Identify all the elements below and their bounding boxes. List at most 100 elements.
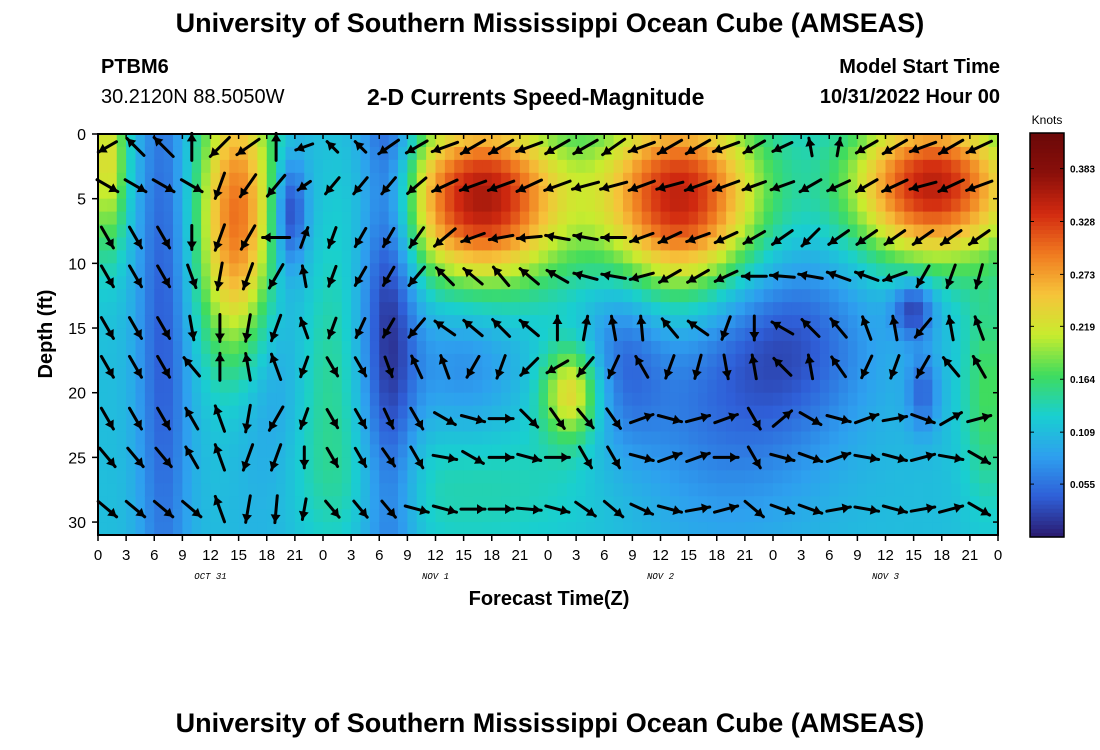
heatmap-cell bbox=[201, 483, 212, 497]
heatmap-cell bbox=[932, 392, 943, 407]
heatmap-cell bbox=[941, 198, 952, 213]
heatmap-cell bbox=[698, 276, 708, 290]
heatmap-cell bbox=[304, 185, 315, 200]
heatmap-cell bbox=[819, 366, 830, 381]
heatmap-cell bbox=[623, 522, 633, 536]
heatmap-cell bbox=[585, 237, 596, 252]
heatmap-cell bbox=[716, 340, 727, 355]
heatmap-cell bbox=[473, 172, 483, 187]
heatmap-cell bbox=[791, 470, 802, 484]
heatmap-cell bbox=[482, 198, 493, 213]
heatmap-cell bbox=[688, 431, 699, 446]
heatmap-cell bbox=[154, 211, 165, 226]
colorbar-segment bbox=[1030, 254, 1064, 259]
heatmap-cell bbox=[154, 276, 165, 290]
heatmap-cell bbox=[126, 496, 137, 510]
current-vector-arrow bbox=[629, 231, 655, 244]
heatmap-cell bbox=[266, 315, 277, 329]
heatmap-cell bbox=[116, 146, 127, 161]
heatmap-cell bbox=[660, 289, 671, 303]
heatmap-cell bbox=[107, 263, 118, 277]
heatmap-cell bbox=[276, 418, 287, 433]
heatmap-cell bbox=[238, 444, 249, 458]
heatmap-cell bbox=[219, 237, 230, 252]
heatmap-cell bbox=[510, 522, 521, 536]
heatmap-cell bbox=[248, 444, 258, 458]
heatmap-cell bbox=[332, 444, 343, 458]
current-vector-arrow bbox=[431, 453, 459, 463]
current-vector-arrow bbox=[881, 452, 908, 464]
heatmap-cell bbox=[210, 470, 221, 484]
heatmap-cell bbox=[482, 276, 493, 290]
heatmap-cell bbox=[407, 457, 418, 471]
heatmap-cell bbox=[313, 509, 324, 523]
heatmap-cell bbox=[107, 289, 118, 303]
heatmap-cell bbox=[529, 172, 540, 187]
heatmap-cell bbox=[801, 172, 812, 187]
heatmap-cell bbox=[285, 276, 296, 290]
heatmap-cell bbox=[838, 224, 849, 239]
heatmap-cell bbox=[444, 250, 455, 264]
heatmap-cell bbox=[932, 185, 943, 200]
heatmap-cell bbox=[248, 522, 258, 536]
heatmap-cell bbox=[98, 237, 108, 252]
heatmap-cell bbox=[238, 159, 249, 174]
current-vector-arrow bbox=[749, 314, 760, 342]
heatmap-cell bbox=[369, 522, 380, 536]
current-vector-arrow bbox=[771, 409, 794, 428]
colorbar-segment bbox=[1030, 399, 1064, 405]
heatmap-cell bbox=[782, 328, 793, 342]
current-vector-arrow bbox=[242, 313, 252, 343]
heatmap-cell bbox=[98, 185, 108, 200]
heatmap-cell bbox=[388, 237, 399, 252]
heatmap-cell bbox=[529, 340, 540, 355]
heatmap-cell bbox=[979, 444, 990, 458]
heatmap-cell bbox=[679, 250, 690, 264]
heatmap-cell bbox=[360, 353, 371, 368]
heatmap-cell bbox=[323, 392, 333, 407]
heatmap-cell bbox=[538, 405, 549, 420]
heatmap-cell bbox=[557, 379, 568, 394]
x-tick-label: 12 bbox=[202, 547, 219, 564]
colorbar-segment bbox=[1030, 436, 1064, 441]
heatmap-cell bbox=[941, 405, 952, 420]
heatmap-cell bbox=[941, 134, 952, 148]
heatmap-cell bbox=[576, 470, 587, 484]
heatmap-cell bbox=[838, 237, 849, 252]
heatmap-cell bbox=[163, 302, 174, 316]
heatmap-cell bbox=[454, 509, 465, 523]
heatmap-cell bbox=[857, 522, 868, 536]
heatmap-cell bbox=[979, 522, 990, 536]
heatmap-cell bbox=[923, 509, 933, 523]
heatmap-cell bbox=[773, 431, 783, 446]
heatmap-cell bbox=[398, 224, 408, 239]
current-vector-arrow bbox=[515, 178, 543, 193]
heatmap-cell bbox=[201, 496, 212, 510]
heatmap-cell bbox=[810, 211, 821, 226]
current-vector-arrow bbox=[354, 317, 367, 339]
heatmap-cell bbox=[257, 418, 268, 433]
heatmap-cell bbox=[379, 289, 390, 303]
heatmap-cell bbox=[669, 237, 680, 252]
current-vector-arrow bbox=[805, 136, 816, 158]
heatmap-cell bbox=[819, 172, 830, 187]
heatmap-cell bbox=[913, 224, 924, 239]
current-vector-arrow bbox=[769, 452, 796, 464]
heatmap-cell bbox=[632, 457, 643, 471]
heatmap-cell bbox=[651, 224, 662, 239]
heatmap-cell bbox=[660, 328, 671, 342]
heatmap-cell bbox=[669, 146, 680, 161]
heatmap-cell bbox=[257, 483, 268, 497]
heatmap-cell bbox=[398, 159, 408, 174]
x-tick-label: 3 bbox=[347, 547, 355, 564]
heatmap-cell bbox=[173, 315, 183, 329]
heatmap-cell bbox=[229, 353, 240, 368]
heatmap-cell bbox=[754, 198, 765, 213]
heatmap-cell bbox=[266, 405, 277, 420]
heatmap-cell bbox=[351, 198, 362, 213]
heatmap-cell bbox=[782, 315, 793, 329]
heatmap-cell bbox=[932, 522, 943, 536]
heatmap-cell bbox=[126, 457, 137, 471]
heatmap-cell bbox=[923, 134, 933, 148]
heatmap-cell bbox=[557, 198, 568, 213]
